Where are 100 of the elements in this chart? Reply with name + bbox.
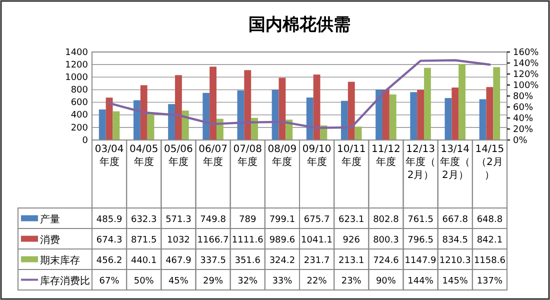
- bar: [486, 87, 494, 140]
- bar: [479, 99, 486, 140]
- bar: [354, 126, 362, 140]
- data-label: 1166.7: [197, 235, 229, 246]
- y2-tick-label: 160%: [513, 48, 540, 58]
- y-tick-label: 1000: [65, 73, 88, 84]
- bar: [112, 111, 120, 140]
- x-tick-label: 08/09年度: [268, 144, 297, 168]
- bar: [272, 90, 279, 140]
- data-label: 324.2: [269, 256, 296, 266]
- data-label: 231.7: [304, 256, 330, 266]
- data-label: 50%: [134, 276, 154, 286]
- legend-label: 产量: [40, 213, 60, 226]
- bar: [452, 88, 459, 140]
- data-label: 90%: [376, 276, 396, 286]
- data-label: 351.6: [234, 256, 261, 266]
- data-label: 871.5: [130, 235, 157, 246]
- x-tick-label: 10/11年度: [336, 144, 366, 168]
- data-label: 67%: [99, 276, 120, 286]
- bar: [348, 82, 355, 140]
- bar: [98, 109, 106, 140]
- bar: [382, 90, 390, 140]
- bar: [210, 66, 216, 140]
- y2-tick-label: 40%: [513, 114, 534, 124]
- x-tick-label: 11/12年度: [372, 144, 400, 168]
- data-label: 761.5: [408, 214, 434, 225]
- data-label: 926: [342, 235, 360, 246]
- legend-label: 期末库存: [40, 254, 80, 266]
- y2-tick-label: 60%: [513, 102, 534, 113]
- data-label: 1210.3: [439, 256, 471, 266]
- data-label: 22%: [306, 276, 328, 286]
- data-label: 989.6: [269, 235, 296, 246]
- data-label: 796.5: [408, 235, 434, 246]
- data-label: 842.1: [476, 235, 503, 246]
- y2-tick-label: 120%: [513, 70, 540, 80]
- x-tick-label: 13/14年度（2月）: [440, 144, 470, 181]
- y-tick-label: 0: [82, 136, 88, 146]
- data-label: 33%: [272, 276, 293, 286]
- x-tick-label: 06/07年度: [198, 144, 228, 168]
- data-label: 724.6: [373, 256, 400, 266]
- data-label: 1158.6: [474, 256, 506, 266]
- data-label: 675.7: [304, 214, 330, 225]
- y-tick-label: 600: [70, 98, 88, 108]
- bar: [493, 67, 500, 140]
- data-label: 1041.1: [301, 235, 333, 246]
- data-label: 571.3: [166, 214, 192, 225]
- bar: [168, 104, 175, 140]
- data-label: 648.8: [476, 214, 503, 225]
- x-tick-label: 14/15（2月）: [475, 144, 504, 181]
- bar: [306, 98, 314, 140]
- data-label: 485.9: [96, 214, 122, 225]
- y2-tick-label: 100%: [513, 80, 540, 91]
- bar: [147, 112, 154, 140]
- bar: [202, 92, 210, 140]
- data-label: 1147.9: [404, 256, 437, 266]
- y2-tick-label: 140%: [513, 58, 540, 69]
- data-label: 800.3: [373, 235, 399, 246]
- data-label: 213.1: [338, 256, 364, 266]
- bar: [140, 85, 148, 140]
- y-tick-label: 200: [70, 123, 88, 134]
- x-tick-label: 04/05年度: [129, 144, 158, 168]
- data-label: 144%: [408, 276, 434, 286]
- chart-title: 国内棉花供需: [248, 15, 350, 35]
- x-tick-label: 09/10年度: [302, 144, 332, 168]
- data-label: 632.3: [130, 214, 157, 225]
- bar: [106, 98, 113, 140]
- bar: [410, 92, 418, 140]
- data-label: 337.5: [200, 256, 226, 266]
- bar: [376, 90, 382, 140]
- x-tick-label: 05/06年度: [164, 144, 193, 168]
- data-label: 23%: [341, 276, 362, 286]
- bar: [313, 74, 320, 140]
- data-label: 1111.6: [232, 235, 264, 246]
- data-label: 467.9: [166, 256, 192, 266]
- x-tick-label: 03/04年度: [94, 144, 124, 168]
- bar: [244, 70, 252, 140]
- bar: [278, 78, 286, 140]
- y-tick-label: 1400: [65, 48, 88, 58]
- y-tick-label: 400: [70, 110, 88, 121]
- data-label: 456.2: [96, 256, 122, 266]
- bar: [175, 75, 182, 140]
- data-label: 799.1: [269, 214, 296, 225]
- x-tick-label: 12/13年度（2月）: [406, 144, 436, 181]
- bar: [424, 68, 431, 140]
- data-label: 802.8: [373, 214, 400, 225]
- bar: [389, 94, 396, 140]
- x-tick-label: 07/08年度: [233, 144, 262, 168]
- data-label: 749.8: [200, 214, 226, 225]
- bar: [444, 98, 452, 140]
- data-label: 1032: [167, 235, 190, 246]
- legend-label: 消费: [40, 234, 60, 246]
- data-label: 32%: [238, 276, 258, 286]
- data-label: 145%: [442, 276, 468, 286]
- bar: [458, 64, 466, 140]
- data-label: 667.8: [442, 214, 468, 225]
- bar: [417, 90, 424, 140]
- line-series: [108, 59, 491, 129]
- bar: [341, 100, 348, 140]
- y2-tick-label: 80%: [513, 92, 534, 102]
- data-label: 137%: [476, 276, 504, 286]
